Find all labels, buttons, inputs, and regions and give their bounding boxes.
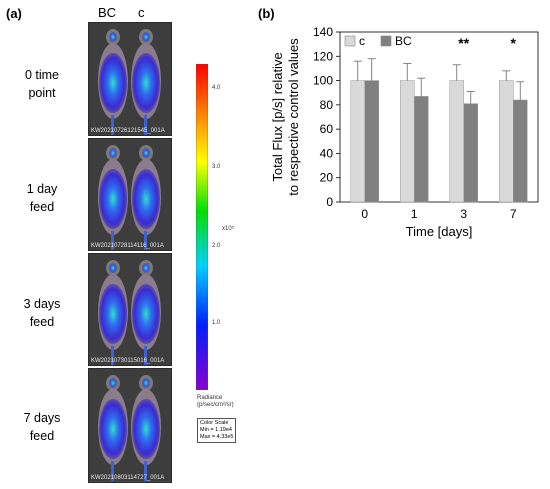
row-label-line1: 3 days [23, 297, 61, 311]
significance-marker: ** [458, 35, 469, 51]
legend-swatch-c [344, 35, 356, 47]
bioluminescence-image-1: KW20210728114116_001A [88, 138, 172, 251]
column-label-bc: BC [98, 5, 117, 20]
row-label-1: 1 day feed [0, 180, 84, 216]
y-tick-label: 40 [320, 146, 334, 160]
image-id: KW20210726121545_001A [91, 128, 165, 134]
y-axis-label-line1: Total Flux [p/s] relative [270, 52, 285, 181]
bar-c-0 [350, 80, 365, 203]
radiance-label-line1: Radiance [197, 395, 223, 401]
y-tick-label: 100 [313, 74, 333, 88]
mouse-pair-graphic [89, 254, 171, 365]
x-tick-label: 7 [510, 207, 517, 221]
panel-a-label: (a) [6, 6, 22, 21]
y-tick-label: 0 [326, 195, 333, 209]
plot-area-border [339, 31, 539, 203]
row-label-line2: feed [29, 200, 55, 214]
y-tick-label: 60 [320, 122, 334, 136]
panel-b-label: (b) [258, 6, 275, 21]
color-scale-tick: 3.0 [212, 164, 221, 170]
y-tick-label: 20 [320, 171, 334, 185]
y-tick-label: 120 [313, 49, 333, 63]
x-tick-label: 0 [361, 207, 368, 221]
mouse-pair-graphic [89, 23, 171, 135]
bar-c-1 [400, 80, 415, 203]
color-scale-exponent: x10⁵ [222, 226, 235, 232]
x-axis-label: Time [days] [406, 224, 473, 239]
x-tick-label: 1 [411, 207, 418, 221]
color-scale-tick: 1.0 [212, 320, 221, 326]
mouse-pair-graphic [89, 139, 171, 250]
bioluminescence-image-0: KW20210726121545_001A [88, 22, 172, 136]
row-label-line1: 7 days [23, 411, 61, 425]
column-label-c: c [138, 5, 145, 20]
legend-label-c: c [359, 34, 365, 48]
bar-c-3 [449, 80, 464, 203]
image-id: KW20210730115016_001A [91, 358, 165, 364]
y-tick-label: 140 [313, 25, 333, 39]
image-id: KW20210803114727_001A [91, 475, 165, 481]
legend-swatch-bc [380, 35, 392, 47]
color-scale-title: Color Scale [200, 420, 229, 426]
bar-bc-1 [414, 96, 429, 203]
x-tick-label: 3 [460, 207, 467, 221]
row-label-line1: 0 time [24, 68, 60, 82]
row-label-line2: point [28, 86, 56, 100]
color-scale-info-box: Color Scale Min = 1.19e4 Max = 4.33e5 [197, 418, 237, 443]
y-tick-label: 80 [320, 98, 334, 112]
image-id: KW20210728114116_001A [91, 243, 164, 249]
color-scale-min: Min = 1.19e4 [200, 427, 232, 433]
row-label-line2: feed [29, 429, 55, 443]
bar-c-7 [499, 80, 514, 203]
mouse-pair-graphic [89, 369, 171, 481]
bar-bc-3 [463, 103, 478, 203]
color-scale-max: Max = 4.33e5 [200, 434, 234, 440]
radiance-label: Radiance (p/sec/cm²/sr) [197, 395, 234, 409]
row-label-line1: 1 day [26, 182, 58, 196]
row-label-0: 0 time point [0, 66, 84, 102]
row-label-3: 7 days feed [0, 409, 84, 445]
row-label-line2: feed [29, 315, 55, 329]
bioluminescence-image-3: KW20210803114727_001A [88, 368, 172, 483]
row-label-2: 3 days feed [0, 295, 84, 331]
significance-marker: * [511, 35, 517, 51]
color-scale-tick: 4.0 [212, 85, 221, 91]
color-scale-bar [196, 64, 208, 390]
color-scale-tick: 2.0 [212, 243, 221, 249]
legend-label-bc: BC [395, 34, 412, 48]
bar-bc-0 [364, 80, 379, 203]
radiance-label-line2: (p/sec/cm²/sr) [197, 402, 234, 408]
bioluminescence-image-2: KW20210730115016_001A [88, 253, 172, 366]
y-axis-label-line2: to respective control values [286, 38, 301, 196]
bar-bc-7 [513, 99, 528, 203]
